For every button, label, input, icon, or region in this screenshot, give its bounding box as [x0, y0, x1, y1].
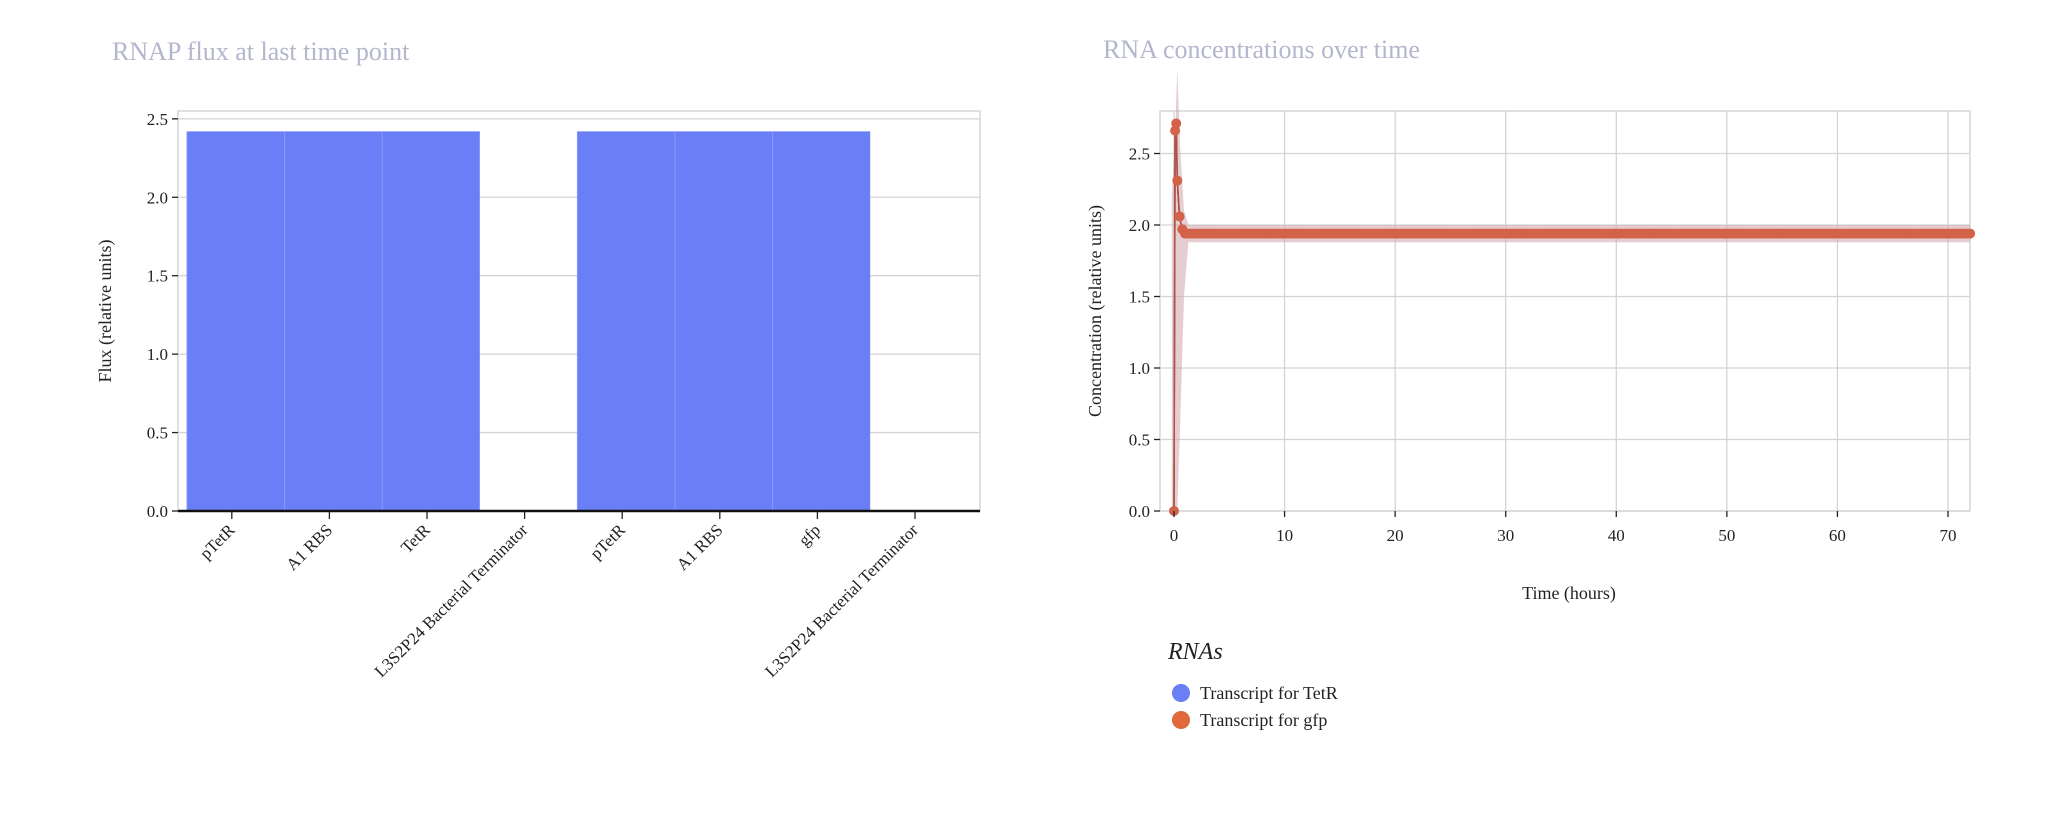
flux-bar — [675, 131, 773, 511]
series-line — [1173, 123, 1971, 512]
legend-swatch — [1172, 711, 1190, 729]
legend-swatch — [1172, 684, 1190, 702]
bar-y-tick-label: 1.0 — [147, 345, 168, 364]
line-x-tick-label: 40 — [1608, 526, 1625, 545]
line-y-tick-label: 0.0 — [1129, 502, 1150, 521]
line-y-tick-label: 1.0 — [1129, 359, 1150, 378]
rna-line-chart: RNA concentrations over time Concentrati… — [1085, 35, 1976, 604]
series-line — [1173, 123, 1971, 512]
series-point — [1965, 228, 1976, 239]
line-chart-title: RNA concentrations over time — [1103, 35, 1420, 64]
line-x-axis-title: Time (hours) — [1522, 583, 1616, 604]
line-y-tick-label: 0.5 — [1129, 431, 1150, 450]
flux-bar — [187, 131, 285, 511]
bar-y-tick-label: 1.5 — [147, 267, 168, 286]
legend-label: Transcript for TetR — [1200, 683, 1338, 703]
line-y-tick-label: 1.5 — [1129, 288, 1150, 307]
bar-x-tick-label: L3S2P24 Bacterial Terminator — [371, 520, 532, 681]
series-point — [1171, 118, 1182, 129]
rna-legend: RNAs Transcript for TetR Transcript for g… — [1167, 639, 1338, 730]
bar-y-ticks: 0.0 0.5 1.0 1.5 2.0 2.5 — [147, 110, 178, 521]
line-x-tick-label: 60 — [1829, 526, 1846, 545]
bar-x-tick-label: TetR — [397, 520, 434, 557]
line-marks — [1169, 118, 1976, 516]
legend-items: Transcript for TetR Transcript for gfp — [1172, 683, 1338, 730]
line-x-tick-label: 0 — [1170, 526, 1179, 545]
series-point — [1172, 175, 1183, 186]
bar-x-tick-label: pTetR — [196, 520, 239, 563]
bar-x-tick-label: A1 RBS — [673, 520, 727, 574]
flux-bar-chart: RNAP flux at last time point Flux (relat… — [95, 37, 981, 681]
confidence-band — [1171, 67, 1971, 511]
bar-x-tick-label: A1 RBS — [282, 520, 336, 574]
flux-bar — [772, 131, 871, 511]
line-x-tick-label: 20 — [1387, 526, 1404, 545]
line-y-tick-label: 2.5 — [1129, 145, 1150, 164]
bar-chart-title: RNAP flux at last time point — [112, 37, 410, 66]
line-y-tick-label: 2.0 — [1129, 216, 1150, 235]
bar-x-tick-label: pTetR — [586, 520, 629, 563]
flux-bar — [382, 131, 480, 511]
line-gridlines — [1160, 111, 1970, 512]
bar-y-axis-title: Flux (relative units) — [95, 240, 116, 383]
bar-x-tick-label: L3S2P24 Bacterial Terminator — [761, 520, 922, 681]
line-x-ticks: 0 10 20 30 40 50 60 70 — [1170, 511, 1957, 545]
bar-y-tick-label: 2.5 — [147, 110, 168, 129]
bar-x-tick-label: gfp — [795, 520, 824, 549]
flux-bar — [284, 131, 383, 511]
line-x-tick-label: 50 — [1718, 526, 1735, 545]
line-x-tick-label: 10 — [1276, 526, 1293, 545]
line-x-tick-label: 70 — [1940, 526, 1957, 545]
series-point — [1174, 211, 1185, 222]
flux-bar — [577, 131, 675, 511]
line-x-tick-label: 30 — [1497, 526, 1514, 545]
bar-y-tick-label: 0.0 — [147, 502, 168, 521]
bar-y-tick-label: 2.0 — [147, 188, 168, 207]
confidence-band-area — [1171, 67, 1971, 511]
line-plot-frame — [1159, 110, 1971, 512]
bar-marks — [178, 131, 980, 513]
bar-y-tick-label: 0.5 — [147, 424, 168, 443]
line-y-ticks: 0.0 0.5 1.0 1.5 2.0 2.5 — [1129, 145, 1160, 521]
line-y-axis-title: Concentration (relative units) — [1085, 205, 1106, 417]
legend-label: Transcript for gfp — [1200, 710, 1327, 730]
legend-title: RNAs — [1167, 639, 1223, 665]
